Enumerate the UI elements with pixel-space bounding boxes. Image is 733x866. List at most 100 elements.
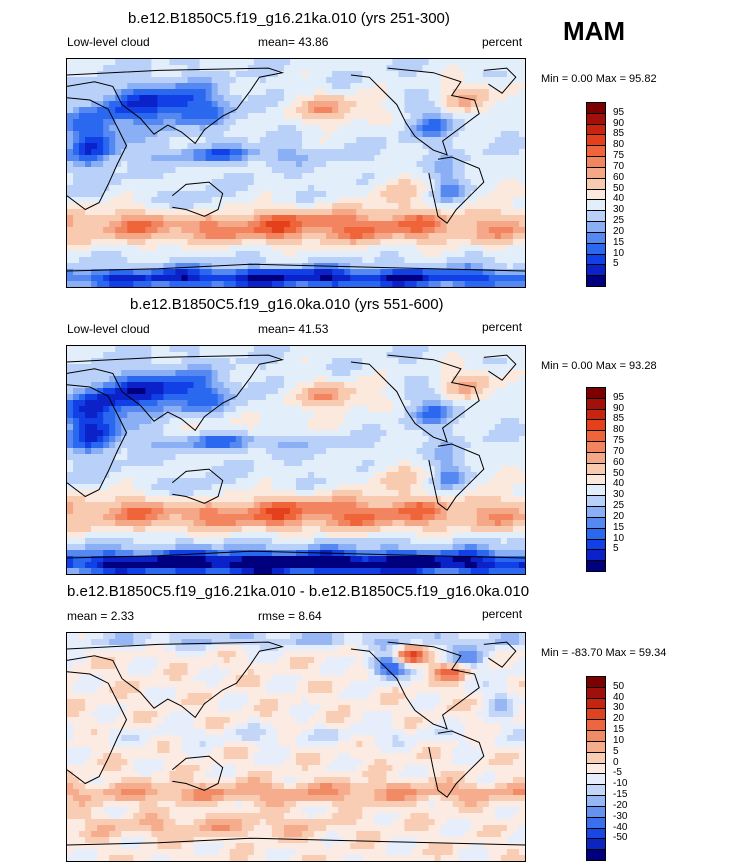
contour-cell [308,412,315,419]
contour-cell [452,406,460,413]
contour-cell [109,131,116,138]
contour-cell [386,119,394,126]
contour-cell [350,358,357,365]
contour-cell [356,197,363,204]
contour-cell [211,251,219,258]
contour-cell [121,388,128,395]
contour-cell [175,107,183,114]
contour-cell [398,245,406,252]
contour-cell [392,239,400,246]
contour-cell [157,227,165,234]
contour-cell [458,149,466,156]
contour-cell [482,370,490,377]
contour-cell [247,281,255,287]
contour-cell [163,424,171,431]
colorbar-tick-label: 80 [613,139,625,151]
contour-cell [374,472,381,479]
contour-cell [145,430,152,437]
contour-cell [151,245,158,252]
contour-cell [133,125,140,132]
contour-cell [482,496,490,503]
contour-cell [277,418,285,425]
contour-cell [217,89,225,96]
contour-cell [326,358,333,365]
contour-cell [452,448,460,455]
contour-cell [458,173,466,180]
contour-cell [428,131,436,138]
contour-cell [169,352,177,359]
contour-cell [259,418,267,425]
contour-cell [283,502,291,509]
contour-cell [205,191,213,198]
contour-cell [259,364,267,371]
contour-cell [512,424,520,431]
contour-cell [368,382,375,389]
contour-cell [181,352,189,359]
contour-cell [211,424,219,431]
contour-cell [308,257,315,264]
contour-cell [283,275,291,282]
contour-cell [289,358,297,365]
contour-cell [223,352,231,359]
contour-cell [422,95,430,102]
contour-cell [374,65,381,72]
contour-cell [398,197,406,204]
contour-cell [362,95,369,102]
contour-cell [205,245,213,252]
contour-cell [283,191,291,198]
contour-cell [79,490,86,497]
contour-cell [235,263,243,270]
contour-cell [139,107,146,114]
contour-cell [223,179,231,186]
contour-cell [265,119,273,126]
contour-cell [326,191,333,198]
contour-cell [296,71,303,78]
contour-cell [73,245,80,252]
contour-cell [362,376,369,383]
contour-cell [283,430,291,437]
contour-cell [398,101,406,108]
contour-cell [223,382,231,389]
contour-cell [217,227,225,234]
contour-cell [452,179,460,186]
contour-cell [73,502,80,509]
contour-cell [386,125,394,132]
contour-cell [205,137,213,144]
contour-cell [506,155,514,162]
contour-cell [416,269,424,276]
contour-cell [79,508,86,515]
contour-cell [247,167,255,174]
contour-cell [296,275,303,282]
contour-cell [241,263,249,270]
contour-cell [181,209,189,216]
contour-cell [145,275,152,282]
contour-cell [205,418,213,425]
contour-cell [97,346,104,353]
contour-cell [241,131,249,138]
contour-cell [332,484,339,491]
contour-cell [362,257,369,264]
contour-cell [169,490,177,497]
contour-cell [314,370,321,377]
contour-cell [115,131,122,138]
contour-cell [79,161,86,168]
contour-cell [283,161,291,168]
contour-cell [223,269,231,276]
contour-cell [500,107,508,114]
contour-cell [235,412,243,419]
contour-cell [506,113,514,120]
contour-cell [127,382,134,389]
contour-cell [145,179,152,186]
contour-cell [314,281,321,287]
contour-cell [332,412,339,419]
contour-cell [356,161,363,168]
panel-2-map-svg [67,346,525,574]
contour-cell [392,478,400,485]
contour-cell [488,394,496,401]
contour-cell [314,59,321,66]
contour-cell [392,490,400,497]
contour-cell [362,143,369,150]
contour-cell [344,167,351,174]
contour-cell [428,394,436,401]
contour-cell [314,185,321,192]
